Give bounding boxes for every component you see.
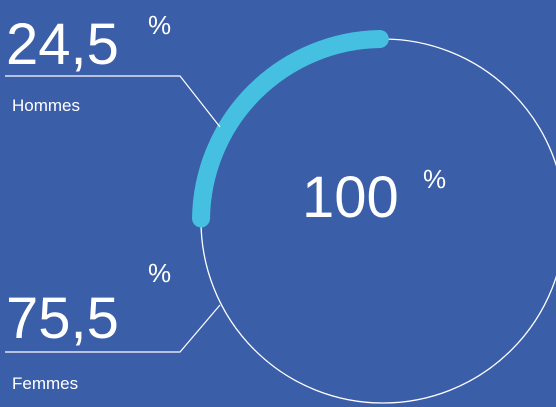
value-hommes: 24,5 [6, 12, 119, 77]
label-hommes: Hommes [12, 96, 80, 115]
label-femmes: Femmes [12, 374, 78, 393]
value-femmes: 75,5 [6, 286, 119, 351]
unit-femmes: % [148, 258, 171, 288]
leader-line-femmes [5, 304, 221, 353]
total-unit: % [423, 164, 446, 194]
total-value: 100 [302, 165, 399, 230]
arc-segment-hommes [192, 30, 389, 228]
leader-line-hommes [5, 75, 221, 128]
unit-hommes: % [148, 10, 171, 40]
